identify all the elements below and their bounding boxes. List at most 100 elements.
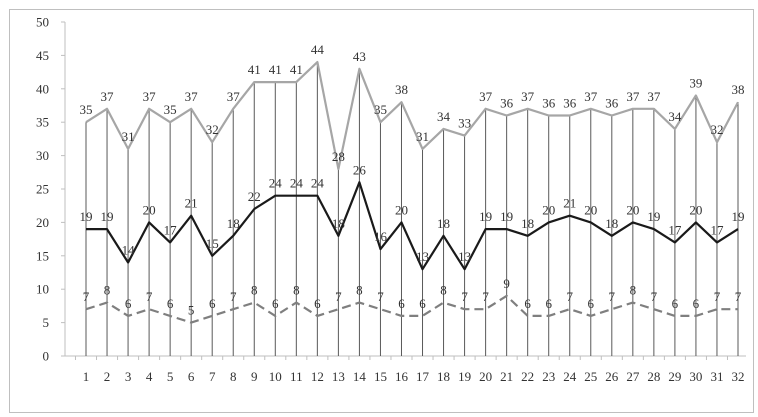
- data-label: 7: [83, 289, 90, 304]
- data-label: 34: [437, 109, 451, 124]
- data-label: 31: [122, 129, 135, 144]
- data-label: 24: [269, 176, 283, 191]
- data-label: 16: [374, 229, 388, 244]
- data-label: 37: [227, 89, 241, 104]
- data-label: 6: [588, 296, 595, 311]
- data-label: 37: [647, 89, 661, 104]
- data-label: 18: [521, 216, 534, 231]
- data-label: 18: [227, 216, 240, 231]
- data-label: 19: [732, 209, 745, 224]
- data-label: 19: [479, 209, 492, 224]
- x-tick-label: 8: [230, 369, 237, 384]
- x-tick-label: 23: [542, 369, 555, 384]
- x-tick-label: 21: [500, 369, 513, 384]
- x-tick-label: 11: [290, 369, 303, 384]
- x-tick-label: 29: [668, 369, 681, 384]
- data-label: 6: [545, 296, 552, 311]
- data-label: 7: [651, 289, 658, 304]
- data-label: 17: [710, 222, 724, 237]
- data-label: 8: [440, 283, 447, 298]
- data-label: 33: [458, 116, 471, 131]
- data-label: 35: [374, 102, 387, 117]
- data-label: 7: [714, 289, 721, 304]
- data-label: 6: [419, 296, 426, 311]
- data-label: 36: [605, 96, 619, 111]
- data-label: 19: [500, 209, 513, 224]
- x-tick-label: 26: [605, 369, 619, 384]
- y-tick-label: 25: [36, 182, 49, 197]
- x-tick-label: 9: [251, 369, 258, 384]
- data-label: 31: [416, 129, 429, 144]
- y-tick-label: 5: [43, 315, 50, 330]
- y-tick-label: 10: [36, 282, 49, 297]
- data-label: 32: [206, 122, 219, 137]
- data-label: 8: [251, 283, 258, 298]
- data-label: 7: [377, 289, 384, 304]
- data-label: 20: [584, 202, 597, 217]
- data-label: 6: [272, 296, 279, 311]
- data-label: 24: [290, 176, 304, 191]
- data-label: 43: [353, 49, 366, 64]
- x-tick-label: 2: [104, 369, 111, 384]
- x-tick-label: 18: [437, 369, 450, 384]
- data-label: 7: [609, 289, 616, 304]
- data-label: 36: [500, 96, 514, 111]
- data-label: 19: [80, 209, 93, 224]
- data-label: 8: [356, 283, 363, 298]
- series-line-2: [86, 181, 739, 271]
- data-label: 7: [566, 289, 573, 304]
- x-tick-label: 20: [479, 369, 492, 384]
- x-tick-label: 32: [732, 369, 745, 384]
- data-label: 15: [206, 236, 219, 251]
- x-tick-label: 5: [167, 369, 174, 384]
- data-label: 21: [185, 196, 198, 211]
- data-label: 20: [395, 202, 408, 217]
- data-label: 14: [122, 242, 136, 257]
- data-label: 6: [314, 296, 321, 311]
- data-label: 6: [209, 296, 216, 311]
- x-tick-label: 31: [710, 369, 723, 384]
- x-tick-label: 25: [584, 369, 597, 384]
- x-tick-label: 12: [311, 369, 324, 384]
- data-label: 19: [647, 209, 660, 224]
- x-tick-label: 27: [626, 369, 640, 384]
- data-label: 9: [503, 276, 510, 291]
- x-tick-label: 1: [83, 369, 90, 384]
- x-tick-label: 13: [332, 369, 345, 384]
- series-line-3: [85, 294, 738, 324]
- data-label: 24: [311, 176, 325, 191]
- x-tick-label: 10: [269, 369, 282, 384]
- data-label: 6: [167, 296, 174, 311]
- data-label: 6: [398, 296, 405, 311]
- x-tick-label: 3: [125, 369, 132, 384]
- data-label: 18: [332, 216, 345, 231]
- data-label: 38: [732, 82, 745, 97]
- data-label: 26: [353, 162, 367, 177]
- data-label: 20: [143, 202, 156, 217]
- data-label: 36: [563, 96, 577, 111]
- data-label: 5: [188, 303, 195, 318]
- y-tick-label: 15: [36, 248, 49, 263]
- data-label: 22: [248, 189, 261, 204]
- y-tick-label: 20: [36, 215, 49, 230]
- data-label: 6: [524, 296, 531, 311]
- x-tick-label: 28: [647, 369, 660, 384]
- x-tick-label: 16: [395, 369, 409, 384]
- data-label: 38: [395, 82, 408, 97]
- data-label: 35: [80, 102, 93, 117]
- x-tick-label: 15: [374, 369, 387, 384]
- data-label: 37: [584, 89, 598, 104]
- data-label: 13: [416, 249, 429, 264]
- data-label: 36: [542, 96, 556, 111]
- data-label: 18: [437, 216, 450, 231]
- data-label: 6: [125, 296, 132, 311]
- x-tick-label: 22: [521, 369, 534, 384]
- data-label: 18: [605, 216, 618, 231]
- data-label: 6: [672, 296, 679, 311]
- data-label: 39: [689, 75, 702, 90]
- data-label: 19: [101, 209, 114, 224]
- series-line-1: [85, 60, 739, 171]
- y-tick-label: 40: [36, 81, 49, 96]
- y-tick-label: 50: [36, 15, 49, 30]
